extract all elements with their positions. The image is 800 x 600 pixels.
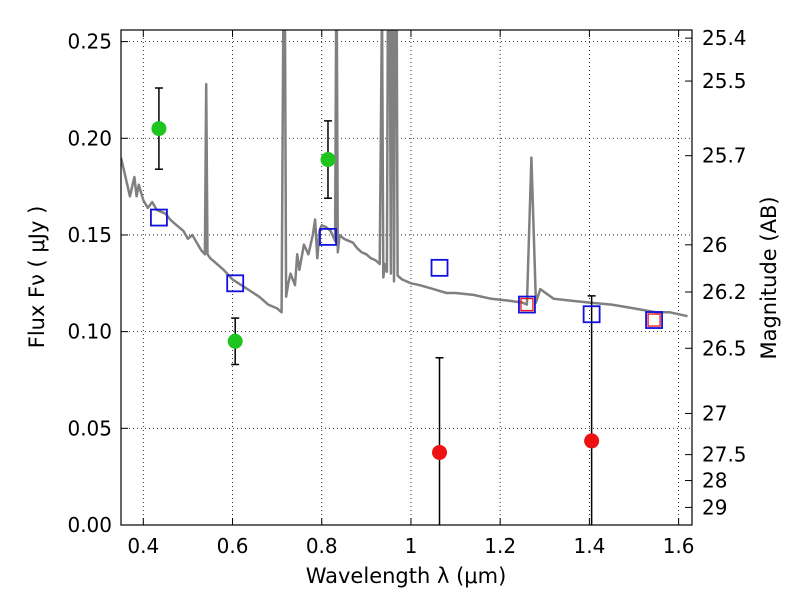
model-point-inner-square — [520, 297, 534, 312]
x-tick-label: 1 — [405, 534, 418, 558]
right-tick-label: 25.5 — [702, 69, 747, 93]
x-tick-label: 0.6 — [217, 534, 249, 558]
data-markers — [150, 87, 663, 525]
right-tick-label: 25.4 — [702, 26, 747, 50]
model-point-square — [226, 274, 245, 293]
y-tick-label: 0.20 — [67, 126, 112, 150]
right-y-axis-label: Magnitude (AB) — [757, 196, 781, 359]
x-tick-label: 0.8 — [306, 534, 338, 558]
right-tick-label: 28 — [702, 469, 727, 493]
model-point-square — [518, 295, 536, 314]
model-point-square — [150, 208, 168, 227]
right-tick-label: 25.7 — [702, 144, 747, 168]
data-point — [151, 121, 167, 137]
x-tick-label: 1.2 — [484, 534, 516, 558]
data-point — [227, 333, 243, 349]
axis-ticks: 0.4 0.6 0.8 1 1.2 1.4 1.6 0.00 0.05 0.10 0.15 0.20 0… — [67, 26, 746, 558]
right-tick-label: 27 — [702, 401, 727, 425]
x-axis-label: Wavelength λ (μm) — [306, 564, 507, 588]
model-point-inner-square — [647, 313, 661, 327]
model-point-square — [645, 311, 663, 329]
data-point — [432, 444, 448, 460]
y-tick-label: 0.10 — [67, 320, 112, 344]
data-point — [584, 433, 600, 449]
right-tick-label: 26 — [702, 233, 727, 257]
y-axis-label: Flux Fν ( μJy ) — [25, 206, 49, 349]
plot-frame — [120, 29, 693, 526]
model-point-square — [430, 258, 449, 277]
right-tick-label: 27.5 — [702, 443, 747, 467]
y-tick-label: 0.00 — [67, 513, 112, 537]
data-point — [320, 152, 336, 168]
y-tick-label: 0.15 — [67, 223, 112, 247]
model-point-square — [582, 305, 601, 324]
x-tick-label: 0.4 — [127, 534, 159, 558]
right-tick-label: 26.5 — [702, 336, 747, 360]
x-tick-label: 1.6 — [663, 534, 695, 558]
y-tick-label: 0.25 — [67, 30, 112, 54]
y-tick-label: 0.05 — [67, 416, 112, 440]
right-tick-label: 26.2 — [702, 280, 747, 304]
model-point-square — [319, 227, 337, 246]
x-tick-label: 1.4 — [573, 534, 605, 558]
right-tick-label: 29 — [702, 495, 727, 519]
